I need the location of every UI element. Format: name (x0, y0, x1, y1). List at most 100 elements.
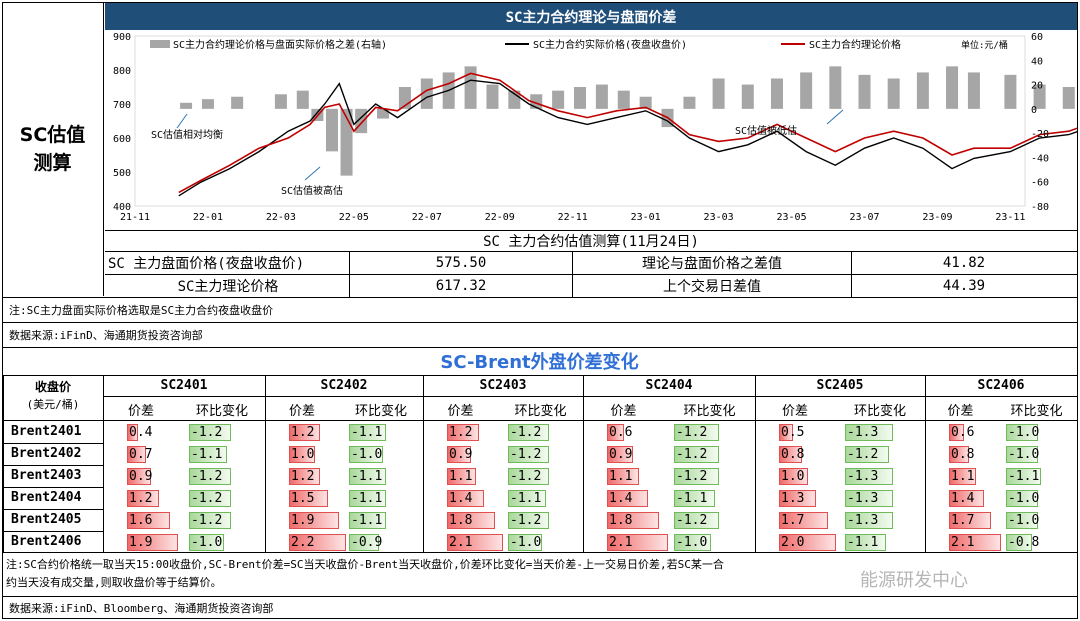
spread-bar (741, 84, 754, 109)
change-bar-neg (1006, 446, 1038, 463)
spread-bar (325, 108, 338, 152)
spread-bar-pos (949, 490, 984, 507)
spread-bar (683, 96, 696, 109)
contract-header: SC2404 (645, 378, 693, 393)
divider (851, 252, 852, 297)
change-value: -1.1 (351, 513, 383, 528)
divider (3, 596, 1077, 597)
spread-bar (508, 90, 521, 109)
change-value: -1.2 (676, 469, 708, 484)
change-value: -1.2 (191, 491, 223, 506)
annotation-under: SC估值被低估 (735, 124, 797, 137)
valuation-value-theory: 617.32 (435, 278, 487, 294)
annotation-over: SC估值被高估 (281, 184, 343, 197)
spread-bar-pos (607, 534, 668, 551)
divider (572, 252, 573, 297)
spread-bar (1004, 74, 1017, 109)
change-value: -1.2 (191, 513, 223, 528)
change-bar-neg (349, 512, 386, 529)
x-tick-label: 22-07 (412, 212, 442, 223)
change-bar-neg (508, 424, 549, 441)
contract-header: SC2406 (977, 378, 1025, 393)
divider (3, 509, 103, 510)
right-tick-label: 60 (1031, 32, 1043, 43)
spread-value: 1.0 (291, 447, 315, 462)
spread-bar (420, 78, 433, 109)
change-bar-neg (508, 512, 549, 529)
spread-bar-pos (779, 490, 816, 507)
col-sub-change: 环比变化 (354, 404, 407, 419)
divider (3, 531, 103, 532)
divider (3, 420, 1077, 421)
valuation-header: SC 主力合约估值测算(11月24日) (483, 234, 699, 250)
spread-chart: 900 800 700 600 500 400 60 40 20 0 -20 -40 -60 -80 21-… (113, 32, 1077, 223)
x-tick-label: 22-05 (339, 212, 369, 223)
change-bar-neg (508, 490, 546, 507)
x-tick-label: 23-07 (849, 212, 879, 223)
change-bar-neg (1006, 534, 1032, 551)
spread-bar-pos (289, 424, 320, 441)
change-value: -1.3 (847, 469, 879, 484)
spread-value: 1.4 (951, 491, 975, 506)
left-tick-label: 600 (113, 134, 131, 145)
spread-bar-pos (779, 534, 836, 551)
spread-bar (530, 94, 543, 109)
col-sub-change: 环比变化 (514, 404, 567, 419)
divider (3, 552, 1077, 553)
x-tick-label: 22-03 (266, 212, 296, 223)
right-tick-label: 0 (1031, 105, 1037, 116)
spread-value: 0.9 (129, 469, 153, 484)
change-bar-neg (674, 424, 719, 441)
spread-value: 0.4 (129, 425, 153, 440)
spread-bar (486, 84, 499, 109)
spread-bar-pos (447, 468, 476, 485)
change-bar-neg (1006, 468, 1041, 485)
spread-bar-pos (127, 490, 159, 507)
change-bar-neg (845, 512, 893, 529)
valuation-label-diff: 理论与盘面价格之差值 (642, 256, 782, 272)
spread-value: 1.9 (291, 513, 315, 528)
legend-label-theory: SC主力合约理论价格 (809, 38, 901, 51)
spread-table: 收盘价 (美元/桶) SC2401 价差 环比变化 SC2402 价差 环比变化 SC2403 价… (3, 376, 1077, 552)
spread-bar (770, 78, 783, 109)
left-tick-label: 800 (113, 66, 131, 77)
spread-bar (1062, 87, 1075, 109)
spread-value: 1.2 (291, 425, 315, 440)
change-value: -1.3 (847, 491, 879, 506)
row-label: Brent2405 (11, 512, 82, 527)
spread-bar-pos (127, 446, 146, 463)
spread-value: 1.1 (449, 469, 473, 484)
valuation-value-diff: 41.82 (942, 255, 986, 271)
divider (3, 465, 103, 466)
spread-bar-pos (779, 512, 828, 529)
watermark: 能源研发中心 (860, 570, 968, 591)
col-sub-spread: 价差 (781, 404, 808, 419)
contract-header: SC2402 (320, 378, 368, 393)
plot-area (134, 35, 1026, 207)
col-sub-spread: 价差 (610, 404, 637, 419)
divider (3, 322, 1077, 323)
divider (3, 347, 1077, 348)
col-sub-spread: 价差 (447, 404, 474, 419)
spread-bar (946, 66, 959, 109)
change-value: -1.0 (1008, 491, 1040, 506)
change-bar-neg (508, 446, 549, 463)
x-tick-label: 23-05 (777, 212, 807, 223)
spread-bar (274, 94, 287, 109)
right-tick-label: -40 (1031, 153, 1049, 164)
spread-value: 0.7 (129, 447, 153, 462)
spread-bar-pos (447, 490, 484, 507)
change-bar-neg (1006, 424, 1038, 441)
spread-value: 1.3 (781, 491, 805, 506)
col-sub-change: 环比变化 (195, 404, 248, 419)
x-tick-label: 23-09 (922, 212, 952, 223)
change-bar-neg (189, 512, 231, 529)
spread-value: 0.6 (609, 425, 633, 440)
spread-bar (712, 78, 725, 109)
valuation-label-market: SC 主力盘面价格(夜盘收盘价) (108, 256, 305, 272)
change-value: -1.1 (351, 425, 383, 440)
change-bar-neg (508, 534, 542, 551)
spread-bar-pos (607, 512, 659, 529)
spread-bar (231, 96, 244, 109)
